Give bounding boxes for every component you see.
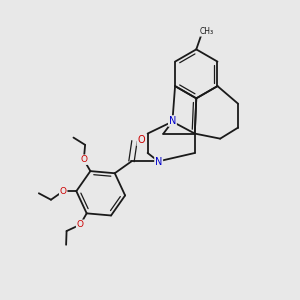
Text: N: N [169,116,176,126]
Text: O: O [137,135,145,146]
Text: N: N [155,157,162,166]
Text: CH₃: CH₃ [200,27,214,36]
Text: O: O [76,220,84,229]
Text: O: O [60,187,67,196]
Text: O: O [80,155,87,164]
